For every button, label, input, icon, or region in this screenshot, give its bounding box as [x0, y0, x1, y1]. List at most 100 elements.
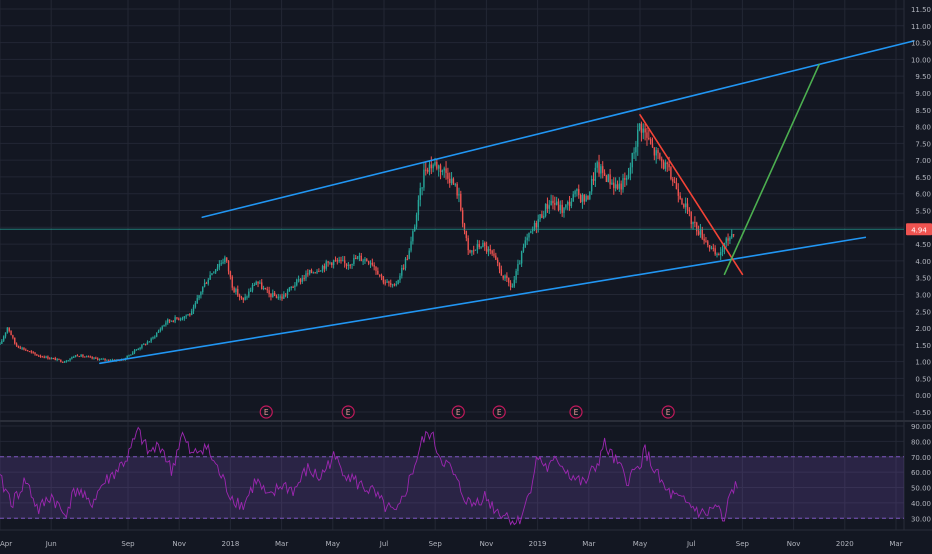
- price-axis-label: 1.00: [915, 359, 931, 367]
- candle-body: [28, 351, 31, 353]
- candle-body: [380, 275, 383, 277]
- candle-body: [635, 146, 637, 153]
- candle-body: [668, 164, 670, 168]
- candle-body: [284, 294, 287, 296]
- candle-body: [402, 267, 405, 269]
- candle-body: [561, 204, 563, 213]
- candle-body: [237, 289, 239, 296]
- projection-line[interactable]: [723, 63, 821, 276]
- time-axis-label: Apr: [0, 540, 12, 548]
- candle-body: [587, 195, 589, 200]
- candle-body: [546, 203, 549, 209]
- candle-body: [209, 274, 211, 280]
- candle-body: [649, 139, 652, 145]
- candle-body: [71, 357, 73, 359]
- price-axis-label: 9.50: [915, 73, 931, 81]
- time-axis-label: Jul: [686, 540, 696, 548]
- candle-body: [126, 355, 128, 359]
- candle-body: [214, 269, 217, 273]
- price-axis-label: 8.00: [915, 124, 931, 132]
- candle-body: [445, 168, 447, 173]
- candle-body: [415, 214, 418, 227]
- candle-body: [316, 271, 318, 273]
- candle-body: [384, 282, 386, 284]
- candle-body: [220, 263, 222, 265]
- candle-body: [552, 200, 554, 204]
- earnings-marker[interactable]: [661, 405, 675, 419]
- candle-body: [288, 287, 291, 292]
- candle-body: [226, 257, 228, 261]
- candle-body: [386, 281, 388, 283]
- candle-body: [262, 287, 265, 289]
- earnings-marker[interactable]: [259, 405, 273, 419]
- time-axis-label: Sep: [429, 540, 443, 548]
- candle-body: [63, 361, 66, 363]
- candle-body: [49, 358, 51, 360]
- price-axis-label: 2.50: [915, 308, 931, 316]
- candle-body: [38, 355, 40, 357]
- lower-channel-line[interactable]: [99, 236, 867, 365]
- earnings-marker[interactable]: [492, 405, 506, 419]
- candle-body: [275, 295, 278, 299]
- price-axis-label: 11.50: [911, 6, 931, 14]
- earnings-marker[interactable]: [341, 405, 355, 419]
- candle-body: [264, 287, 267, 290]
- candle-body: [25, 349, 27, 351]
- candle-body: [100, 358, 103, 360]
- candle-body: [144, 343, 147, 345]
- candle-body: [183, 316, 186, 319]
- candle-body: [633, 152, 635, 154]
- candle-body: [432, 164, 434, 169]
- price-axis-label: 6.00: [915, 191, 931, 199]
- candle-body: [290, 286, 292, 288]
- candle-body: [694, 221, 696, 223]
- candle-body: [257, 281, 259, 284]
- candle-body: [1, 340, 3, 344]
- candle-body: [543, 215, 545, 218]
- candle-body: [434, 161, 436, 165]
- candle-body: [224, 257, 226, 263]
- candle-body: [74, 355, 77, 357]
- candle-body: [544, 203, 547, 216]
- candle-body: [673, 181, 676, 183]
- candle-body: [231, 276, 233, 288]
- rsi-line: [0, 426, 738, 526]
- candle-body: [87, 356, 90, 358]
- candle-body: [238, 295, 241, 298]
- candle-body: [179, 318, 182, 320]
- candle-body: [489, 248, 491, 251]
- candle-body: [251, 285, 254, 291]
- candle-body: [108, 359, 110, 361]
- candle-body: [216, 267, 219, 270]
- candle-body: [170, 320, 173, 322]
- candle-body: [520, 251, 523, 264]
- candle-body: [159, 329, 162, 331]
- candle-body: [17, 345, 20, 348]
- candle-body: [524, 240, 527, 247]
- rsi-axis-label: 90.00: [911, 423, 931, 431]
- candle-body: [648, 137, 650, 140]
- earnings-marker[interactable]: [451, 405, 465, 419]
- downtrend-line[interactable]: [639, 113, 744, 276]
- candle-body: [369, 262, 372, 264]
- price-axis-label: 2.00: [915, 325, 931, 333]
- candle-body: [607, 174, 609, 183]
- candle-body: [154, 336, 156, 338]
- candle-body: [307, 273, 309, 275]
- candle-body: [334, 260, 337, 262]
- candle-body: [627, 174, 630, 178]
- candle-body: [412, 231, 414, 242]
- candle-body: [651, 144, 654, 148]
- candle-body: [537, 219, 539, 228]
- candle-body: [362, 260, 364, 262]
- candle-body: [310, 269, 313, 273]
- candle-body: [618, 183, 621, 189]
- candle-body: [567, 201, 569, 205]
- upper-channel-line[interactable]: [201, 40, 915, 219]
- earnings-marker[interactable]: [569, 405, 583, 419]
- candle-body: [463, 223, 466, 231]
- candle-body: [637, 129, 639, 147]
- time-axis-label: Nov: [172, 540, 186, 548]
